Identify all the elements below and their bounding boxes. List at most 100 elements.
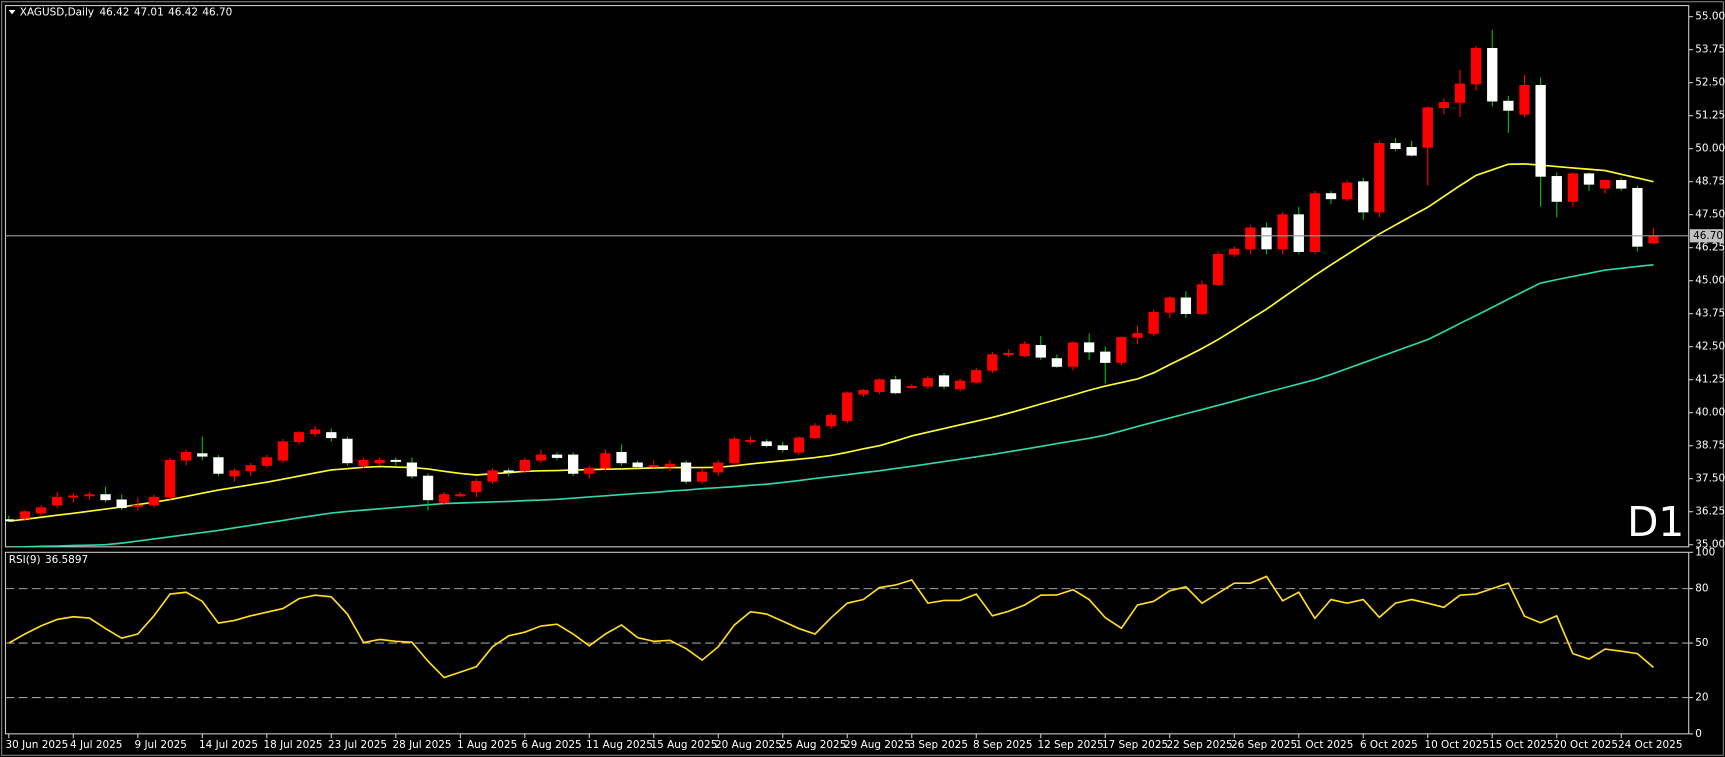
- candle-body: [1196, 284, 1208, 315]
- candle-body: [390, 459, 401, 462]
- y-tick-label: 42.50: [1695, 341, 1725, 353]
- y-tick-label: 20: [1695, 692, 1708, 704]
- x-tick-label: 1 Oct 2025: [1295, 739, 1353, 751]
- y-tick-label: 43.75: [1695, 308, 1725, 320]
- x-tick-label: 17 Sep 2025: [1102, 739, 1168, 751]
- y-tick-label: 37.50: [1695, 473, 1725, 485]
- x-tick-label: 6 Aug 2025: [521, 739, 581, 751]
- x-tick-label: 24 Oct 2025: [1618, 739, 1683, 751]
- candle-body: [19, 511, 31, 519]
- x-tick-label: 9 Jul 2025: [134, 739, 186, 751]
- candle-body: [1212, 253, 1224, 285]
- candle-body: [1261, 227, 1272, 250]
- candle-body: [1535, 84, 1546, 177]
- candle-body: [309, 429, 321, 435]
- candle-body: [1390, 143, 1401, 149]
- candle-body: [567, 454, 579, 474]
- candle-body: [1180, 297, 1192, 315]
- rsi-name: RSI(9): [9, 554, 41, 566]
- rsi-plot: [5, 575, 1689, 699]
- header-triangle: [8, 9, 16, 15]
- candle-body: [1083, 342, 1095, 353]
- candle-body: [116, 499, 127, 509]
- candle-body: [1438, 102, 1450, 109]
- candle-body: [229, 470, 240, 477]
- y-tick-label: 46.25: [1695, 242, 1725, 254]
- candle-body: [293, 432, 305, 443]
- candle-body: [1519, 84, 1530, 115]
- x-tick-label: 15 Aug 2025: [650, 739, 717, 751]
- x-tick-label: 28 Jul 2025: [392, 739, 451, 751]
- candle-body: [987, 354, 998, 371]
- x-tick-label: 11 Aug 2025: [586, 739, 653, 751]
- y-tick-label: 50: [1695, 637, 1708, 649]
- candle-body: [455, 494, 466, 497]
- candle-body: [245, 465, 256, 472]
- ohlc-low: 46.42: [168, 7, 198, 19]
- candle-body: [181, 451, 192, 461]
- x-tick-label: 4 Jul 2025: [70, 739, 122, 751]
- candle-body: [600, 453, 611, 469]
- candle-body: [696, 471, 708, 482]
- candle-body: [551, 454, 563, 458]
- price-panel-border: [4, 5, 1690, 548]
- candle-body: [1599, 180, 1611, 189]
- candle-body: [954, 380, 966, 390]
- candle-body: [487, 470, 498, 482]
- candle-body: [858, 389, 869, 395]
- rsi-last-value: 36.5897: [45, 554, 88, 566]
- candle-body: [197, 453, 208, 457]
- candle-body: [1632, 187, 1643, 247]
- candle-body: [52, 496, 63, 506]
- candle-body: [584, 467, 595, 474]
- x-tick-label: 14 Jul 2025: [199, 739, 258, 751]
- candle-body: [1132, 333, 1143, 338]
- candle-body: [1067, 342, 1079, 367]
- candle-body: [906, 385, 917, 388]
- candle-body: [890, 379, 901, 394]
- indicator-line: [8, 163, 1654, 523]
- candle-body: [326, 432, 337, 439]
- candle-body: [213, 457, 224, 474]
- candle-body: [1019, 343, 1030, 357]
- x-tick-label: 22 Sep 2025: [1166, 739, 1232, 751]
- y-tick-label: 0: [1695, 728, 1702, 740]
- candle-body: [1325, 193, 1337, 200]
- y-tick-label: 48.75: [1695, 176, 1725, 188]
- candle-body: [1454, 83, 1466, 103]
- candle-body: [84, 494, 95, 497]
- candle-body: [713, 462, 724, 473]
- candle-body: [1374, 143, 1385, 213]
- candle-body: [842, 392, 853, 421]
- candle-body: [1003, 352, 1014, 355]
- candle-body: [777, 445, 788, 450]
- indicator-line: [8, 575, 1655, 679]
- chart-header: XAGUSD,Daily 46.42 47.01 46.42 46.70: [20, 7, 232, 19]
- candle-body: [616, 451, 627, 464]
- candle-body: [1035, 345, 1046, 358]
- candle-body: [1583, 173, 1595, 185]
- candle-body: [1293, 214, 1304, 252]
- candle-body: [729, 438, 740, 464]
- x-tick-label: 6 Oct 2025: [1360, 739, 1418, 751]
- candle-body: [1422, 107, 1433, 148]
- candle-body: [825, 415, 837, 427]
- price-plot: [5, 29, 1689, 547]
- current-price-box: [1689, 229, 1724, 243]
- candle-body: [1277, 214, 1288, 250]
- candle-body: [1616, 180, 1627, 189]
- candle-body: [1245, 227, 1256, 250]
- candle-body: [809, 425, 821, 439]
- x-tick-label: 26 Sep 2025: [1231, 739, 1297, 751]
- candle-body: [374, 459, 385, 464]
- candle-body: [1487, 47, 1498, 102]
- x-tick-label: 30 Jun 2025: [6, 739, 69, 751]
- rsi-title: RSI(9) 36.5897: [9, 554, 88, 566]
- y-tick-label: 40.00: [1695, 407, 1725, 419]
- y-tick-label: 52.50: [1695, 77, 1725, 89]
- y-tick-label: 50.00: [1695, 143, 1725, 155]
- y-tick-label: 41.25: [1695, 374, 1725, 386]
- x-tick-label: 8 Sep 2025: [973, 739, 1033, 751]
- candle-body: [1470, 47, 1482, 85]
